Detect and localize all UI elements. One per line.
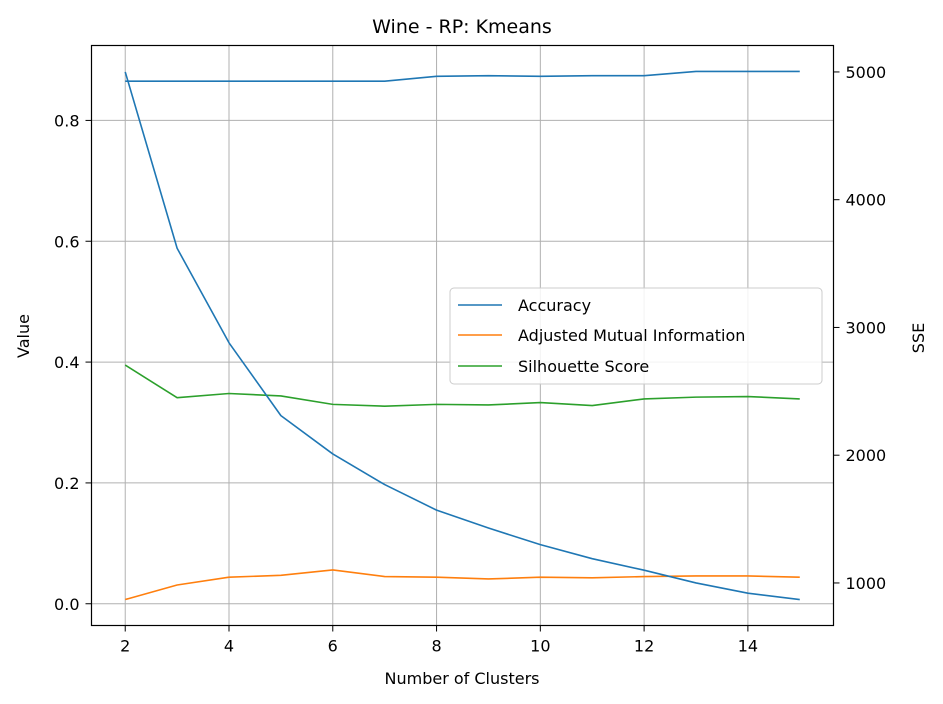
legend-box [449,287,823,385]
y-right-tick-label: 1000 [846,574,887,593]
series-line-sse [124,71,800,601]
y-right-tick-label: 3000 [846,318,887,337]
series-line-adjusted-mutual-information [125,569,800,601]
ticks: 2 4 6 8 10 12 14 0.0 0.2 0.4 0.6 0.8 1000 2000 3000 400… [54,63,886,656]
x-tick-label: 14 [738,637,758,656]
series-layer [124,70,800,601]
y-tick-label: 0.2 [54,474,79,493]
y-axis-title: Value [14,314,33,358]
series-line-accuracy [125,70,800,82]
y-tick-label: 0.0 [54,595,79,614]
x-tick-label: 12 [634,637,654,656]
y-tick-label: 0.8 [54,111,79,130]
legend-label-silhouette-score: Silhouette Score [518,357,649,376]
x-tick-label: 8 [431,637,441,656]
y-tick-label: 0.4 [54,353,79,372]
y-right-tick-label: 4000 [846,191,887,210]
plot-frame [90,44,835,627]
y-axis-right-title: SSE [909,323,928,353]
x-tick-label: 4 [224,637,234,656]
x-axis-title: Number of Clusters [385,669,540,688]
x-tick-label: 2 [120,637,130,656]
y-right-tick-label: 2000 [846,446,887,465]
series-line-silhouette-score [124,364,800,407]
chart-title: Wine - RP: Kmeans [372,16,552,38]
y-tick-label: 0.6 [54,232,79,251]
legend: Accuracy Adjusted Mutual Information Sil… [449,287,823,385]
y-right-tick-label: 5000 [846,63,887,82]
legend-label-adjusted-mutual-information: Adjusted Mutual Information [518,326,745,345]
x-tick-label: 10 [530,637,550,656]
x-tick-label: 6 [328,637,338,656]
legend-label-accuracy: Accuracy [518,296,591,315]
